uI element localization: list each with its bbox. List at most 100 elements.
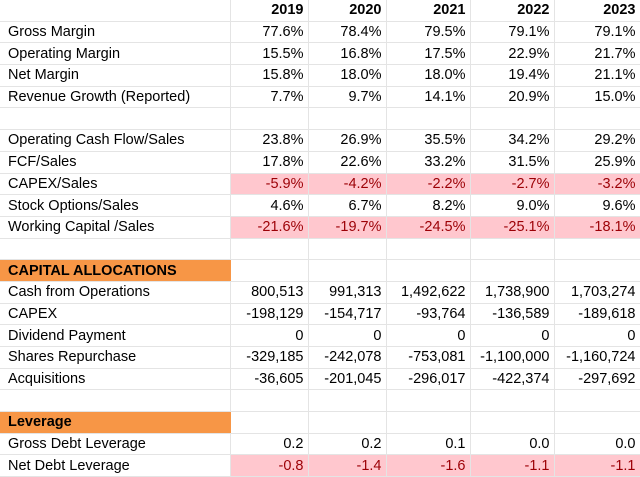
value-cell[interactable]: 6.7% xyxy=(308,194,387,217)
empty-cell[interactable] xyxy=(386,238,471,261)
value-cell[interactable]: 0.0 xyxy=(470,433,555,456)
value-cell[interactable]: -296,017 xyxy=(386,368,471,391)
value-cell[interactable]: 9.0% xyxy=(470,194,555,217)
value-cell[interactable]: -21.6% xyxy=(230,216,309,239)
empty-cell[interactable] xyxy=(386,411,471,434)
value-cell[interactable]: -24.5% xyxy=(386,216,471,239)
value-cell[interactable]: 79.5% xyxy=(386,21,471,44)
empty-cell[interactable] xyxy=(0,389,231,413)
value-cell[interactable]: 31.5% xyxy=(470,151,555,174)
value-cell[interactable]: -2.2% xyxy=(386,173,471,196)
year-header-cell[interactable]: 2019 xyxy=(230,0,309,22)
empty-cell[interactable] xyxy=(470,238,555,261)
value-cell[interactable]: 0.2 xyxy=(308,433,387,456)
row-label-cell[interactable]: Revenue Growth (Reported) xyxy=(0,86,231,109)
value-cell[interactable]: 0 xyxy=(308,324,387,347)
header-empty-cell[interactable] xyxy=(0,0,231,22)
row-label-cell[interactable]: Acquisitions xyxy=(0,368,231,391)
value-cell[interactable]: -1,160,724 xyxy=(554,346,640,369)
value-cell[interactable]: -136,589 xyxy=(470,303,555,326)
value-cell[interactable]: 21.7% xyxy=(554,42,640,66)
value-cell[interactable]: -198,129 xyxy=(230,303,309,326)
value-cell[interactable]: 34.2% xyxy=(470,129,555,152)
row-label-cell[interactable]: Stock Options/Sales xyxy=(0,194,231,217)
empty-cell[interactable] xyxy=(554,411,640,434)
empty-cell[interactable] xyxy=(308,238,387,261)
row-label-cell[interactable]: Shares Repurchase xyxy=(0,346,231,369)
empty-cell[interactable] xyxy=(230,389,309,413)
empty-cell[interactable] xyxy=(0,238,231,261)
empty-cell[interactable] xyxy=(470,411,555,434)
value-cell[interactable]: -201,045 xyxy=(308,368,387,391)
value-cell[interactable]: 22.6% xyxy=(308,151,387,174)
row-label-cell[interactable]: Gross Margin xyxy=(0,21,231,44)
value-cell[interactable]: 800,513 xyxy=(230,281,309,304)
value-cell[interactable]: 14.1% xyxy=(386,86,471,109)
empty-cell[interactable] xyxy=(230,411,309,434)
empty-cell[interactable] xyxy=(230,238,309,261)
value-cell[interactable]: -25.1% xyxy=(470,216,555,239)
empty-cell[interactable] xyxy=(308,389,387,413)
row-label-cell[interactable]: Operating Cash Flow/Sales xyxy=(0,129,231,152)
value-cell[interactable]: 77.6% xyxy=(230,21,309,44)
row-label-cell[interactable]: CAPEX/Sales xyxy=(0,173,231,196)
empty-cell[interactable] xyxy=(308,411,387,434)
empty-cell[interactable] xyxy=(386,259,471,282)
value-cell[interactable]: -1,100,000 xyxy=(470,346,555,369)
value-cell[interactable]: 4.6% xyxy=(230,194,309,217)
value-cell[interactable]: 15.5% xyxy=(230,42,309,66)
value-cell[interactable]: -329,185 xyxy=(230,346,309,369)
empty-cell[interactable] xyxy=(308,259,387,282)
empty-cell[interactable] xyxy=(230,259,309,282)
value-cell[interactable]: -2.7% xyxy=(470,173,555,196)
row-label-cell[interactable]: Net Margin xyxy=(0,64,231,87)
value-cell[interactable]: 991,313 xyxy=(308,281,387,304)
value-cell[interactable]: 25.9% xyxy=(554,151,640,174)
value-cell[interactable]: -753,081 xyxy=(386,346,471,369)
value-cell[interactable]: 7.7% xyxy=(230,86,309,109)
value-cell[interactable]: 33.2% xyxy=(386,151,471,174)
empty-cell[interactable] xyxy=(470,107,555,131)
value-cell[interactable]: -93,764 xyxy=(386,303,471,326)
value-cell[interactable]: 16.8% xyxy=(308,42,387,66)
section-title[interactable]: CAPITAL ALLOCATIONS xyxy=(0,259,231,282)
value-cell[interactable]: -422,374 xyxy=(470,368,555,391)
row-label-cell[interactable]: FCF/Sales xyxy=(0,151,231,174)
value-cell[interactable]: -242,078 xyxy=(308,346,387,369)
row-label-cell[interactable]: Gross Debt Leverage xyxy=(0,433,231,456)
value-cell[interactable]: -1.6 xyxy=(386,454,471,477)
value-cell[interactable]: -0.8 xyxy=(230,454,309,477)
value-cell[interactable]: 0.2 xyxy=(230,433,309,456)
value-cell[interactable]: 8.2% xyxy=(386,194,471,217)
value-cell[interactable]: -19.7% xyxy=(308,216,387,239)
value-cell[interactable]: -189,618 xyxy=(554,303,640,326)
empty-cell[interactable] xyxy=(554,107,640,131)
empty-cell[interactable] xyxy=(554,259,640,282)
value-cell[interactable]: -36,605 xyxy=(230,368,309,391)
empty-cell[interactable] xyxy=(470,389,555,413)
empty-cell[interactable] xyxy=(554,238,640,261)
value-cell[interactable]: 1,703,274 xyxy=(554,281,640,304)
value-cell[interactable]: 0.1 xyxy=(386,433,471,456)
row-label-cell[interactable]: Dividend Payment xyxy=(0,324,231,347)
empty-cell[interactable] xyxy=(230,107,309,131)
value-cell[interactable]: -18.1% xyxy=(554,216,640,239)
value-cell[interactable]: 35.5% xyxy=(386,129,471,152)
year-header-cell[interactable]: 2021 xyxy=(386,0,471,22)
value-cell[interactable]: 17.5% xyxy=(386,42,471,66)
empty-cell[interactable] xyxy=(554,389,640,413)
value-cell[interactable]: -1.1 xyxy=(554,454,640,477)
value-cell[interactable]: 9.6% xyxy=(554,194,640,217)
value-cell[interactable]: -4.2% xyxy=(308,173,387,196)
year-header-cell[interactable]: 2023 xyxy=(554,0,640,22)
value-cell[interactable]: 0 xyxy=(470,324,555,347)
value-cell[interactable]: 29.2% xyxy=(554,129,640,152)
value-cell[interactable]: 79.1% xyxy=(470,21,555,44)
value-cell[interactable]: 20.9% xyxy=(470,86,555,109)
row-label-cell[interactable]: Net Debt Leverage xyxy=(0,454,231,477)
row-label-cell[interactable]: Operating Margin xyxy=(0,42,231,66)
value-cell[interactable]: 9.7% xyxy=(308,86,387,109)
value-cell[interactable]: 0 xyxy=(230,324,309,347)
value-cell[interactable]: 18.0% xyxy=(308,64,387,87)
value-cell[interactable]: 0 xyxy=(554,324,640,347)
